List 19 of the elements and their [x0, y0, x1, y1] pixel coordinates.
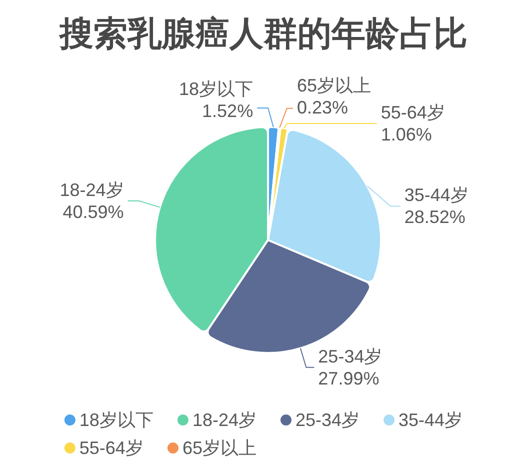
data-label: 40.59%: [62, 202, 124, 222]
data-label: 1.52%: [202, 101, 254, 121]
slice-label: 18-24岁: [60, 180, 124, 200]
legend-label: 35-44岁: [398, 410, 463, 430]
legend-label: 18-24岁: [192, 410, 256, 430]
legend-label: 18岁以下: [79, 410, 154, 430]
slice-label: 65岁以上: [296, 75, 371, 96]
slice-label: 55-64岁: [380, 102, 445, 123]
chart-title: 搜索乳腺癌人群的年龄占比: [58, 15, 468, 53]
slice-label: 35-44岁: [404, 185, 468, 206]
slice-label: 25-34岁: [318, 346, 382, 366]
legend-label: 55-64岁: [79, 438, 144, 458]
data-label: 1.06%: [380, 124, 432, 145]
data-label: 27.99%: [318, 368, 380, 388]
data-label: 28.52%: [404, 207, 466, 228]
slice-label: 18岁以下: [179, 79, 254, 99]
legend-label: 25-34岁: [295, 410, 360, 430]
data-label: 0.23%: [296, 97, 348, 118]
legend-label: 65岁以上: [182, 438, 256, 458]
